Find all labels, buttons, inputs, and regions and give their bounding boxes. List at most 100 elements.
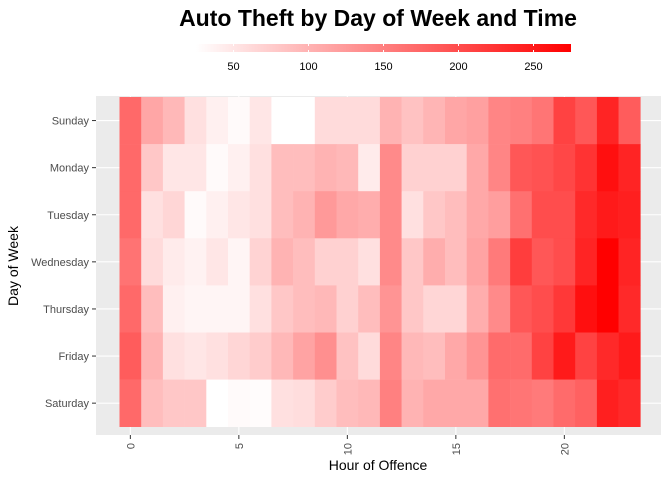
heatmap-tile bbox=[423, 191, 446, 239]
heatmap-tile bbox=[488, 379, 511, 427]
heatmap-tile bbox=[553, 332, 576, 380]
heatmap-tile bbox=[596, 97, 619, 145]
heatmap-tiles bbox=[119, 97, 641, 427]
heatmap-tile bbox=[596, 144, 619, 192]
heatmap-tile bbox=[162, 238, 185, 286]
heatmap-tile bbox=[423, 285, 446, 333]
heatmap-tile bbox=[228, 238, 250, 286]
heatmap-tile bbox=[358, 191, 381, 239]
heatmap-tile bbox=[249, 332, 272, 380]
heatmap-tile bbox=[466, 144, 489, 192]
heatmap-tile bbox=[531, 379, 554, 427]
heatmap-tile bbox=[379, 191, 402, 239]
heatmap-tile bbox=[141, 191, 164, 239]
heatmap-tile bbox=[249, 97, 272, 145]
heatmap-tile bbox=[314, 238, 337, 286]
heatmap-tile bbox=[249, 285, 272, 333]
heatmap-tile bbox=[249, 379, 272, 427]
heatmap-tile bbox=[423, 379, 446, 427]
heatmap-tile bbox=[141, 97, 164, 145]
heatmap-tile bbox=[379, 238, 402, 286]
heatmap-tile bbox=[379, 332, 402, 380]
heatmap-tile bbox=[336, 97, 359, 145]
heatmap-tile bbox=[445, 238, 467, 286]
heatmap-tile bbox=[228, 97, 250, 145]
heatmap-tile bbox=[162, 191, 185, 239]
heatmap-tile bbox=[206, 191, 229, 239]
heatmap-tile bbox=[596, 332, 619, 380]
heatmap-tile bbox=[228, 144, 250, 192]
heatmap-tile bbox=[575, 191, 598, 239]
heatmap-tile bbox=[553, 191, 576, 239]
heatmap-tile bbox=[358, 332, 381, 380]
heatmap-tile bbox=[618, 97, 641, 145]
heatmap-tile bbox=[510, 379, 533, 427]
heatmap-tile bbox=[553, 144, 576, 192]
heatmap-tile bbox=[358, 144, 381, 192]
heatmap-tile bbox=[596, 238, 619, 286]
y-tick-label: Sunday bbox=[52, 116, 90, 128]
heatmap-tile bbox=[271, 97, 294, 145]
heatmap-tile bbox=[618, 379, 641, 427]
heatmap-tile bbox=[466, 379, 489, 427]
heatmap-tile bbox=[162, 144, 185, 192]
x-tick-label: 20 bbox=[559, 443, 571, 455]
heatmap-tile bbox=[596, 285, 619, 333]
heatmap-tile bbox=[401, 238, 424, 286]
heatmap-tile bbox=[531, 285, 554, 333]
heatmap-tile bbox=[423, 97, 446, 145]
heatmap-tile bbox=[445, 332, 467, 380]
heatmap-tile bbox=[206, 285, 229, 333]
heatmap-tile bbox=[553, 379, 576, 427]
heatmap-tile bbox=[206, 97, 229, 145]
heatmap-tile bbox=[423, 332, 446, 380]
heatmap-tile bbox=[445, 144, 467, 192]
heatmap-tile bbox=[293, 379, 316, 427]
heatmap-tile bbox=[423, 144, 446, 192]
color-legend: 50 100 150 200 250 bbox=[196, 44, 571, 73]
heatmap-tile bbox=[249, 238, 272, 286]
heatmap-tile bbox=[575, 285, 598, 333]
heatmap-tile bbox=[510, 97, 533, 145]
heatmap-tile bbox=[206, 238, 229, 286]
heatmap-tile bbox=[510, 238, 533, 286]
heatmap-tile bbox=[401, 285, 424, 333]
heatmap-tile bbox=[314, 97, 337, 145]
heatmap-tile bbox=[119, 379, 142, 427]
heatmap-tile bbox=[575, 379, 598, 427]
heatmap-tile bbox=[466, 191, 489, 239]
x-tick-label: 10 bbox=[342, 443, 354, 455]
heatmap-tile bbox=[466, 332, 489, 380]
chart-title: Auto Theft by Day of Week and Time bbox=[179, 5, 577, 31]
heatmap-tile bbox=[358, 285, 381, 333]
heatmap-tile bbox=[336, 285, 359, 333]
heatmap-tile bbox=[423, 238, 446, 286]
y-axis-title: Day of Week bbox=[5, 225, 21, 306]
y-tick-label: Thursday bbox=[43, 304, 89, 316]
y-tick-label: Wednesday bbox=[31, 257, 89, 269]
heatmap-tile bbox=[575, 97, 598, 145]
heatmap-tile bbox=[293, 97, 316, 145]
heatmap-tile bbox=[206, 144, 229, 192]
heatmap-tile bbox=[575, 238, 598, 286]
legend-tick-label: 200 bbox=[449, 61, 467, 73]
heatmap-tile bbox=[119, 285, 142, 333]
heatmap-tile bbox=[596, 191, 619, 239]
heatmap-tile bbox=[401, 97, 424, 145]
heatmap-tile bbox=[488, 285, 511, 333]
y-axis: Sunday Monday Tuesday Wednesday Thursday Frid… bbox=[31, 116, 96, 410]
heatmap-tile bbox=[336, 332, 359, 380]
heatmap-tile bbox=[618, 332, 641, 380]
heatmap-tile bbox=[510, 332, 533, 380]
heatmap-tile bbox=[358, 379, 381, 427]
heatmap-tile bbox=[575, 144, 598, 192]
heatmap-tile bbox=[249, 191, 272, 239]
heatmap-tile bbox=[184, 144, 207, 192]
heatmap-tile bbox=[314, 332, 337, 380]
heatmap-tile bbox=[141, 332, 164, 380]
legend-tick-label: 150 bbox=[374, 61, 392, 73]
heatmap-tile bbox=[293, 332, 316, 380]
heatmap-tile bbox=[184, 238, 207, 286]
heatmap-tile bbox=[510, 144, 533, 192]
